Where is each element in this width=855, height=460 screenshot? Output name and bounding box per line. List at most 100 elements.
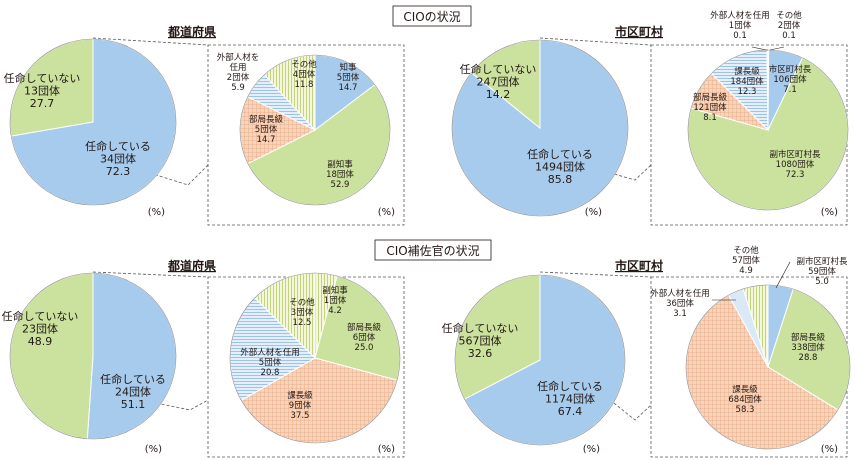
cio-muni-label: 市区町村 — [615, 24, 663, 39]
cio-muni-overall-label-appointed-line: 1494団体 — [535, 160, 585, 174]
deputy-muni-overall-label-appointed-line: 1174団体 — [545, 392, 595, 406]
deputy-muni-breakdown-label-section_chief-line: 58.3 — [736, 405, 755, 415]
cio-muni-breakdown-label-external-line: 1団体 — [729, 20, 752, 31]
cio-muni-breakdown-slice-other — [767, 49, 770, 131]
cio-pref-breakdown-label-governor-line: 5団体 — [337, 72, 360, 83]
cio-muni-breakdown-label-other-line: 2団体 — [778, 20, 801, 31]
cio-pref-overall-label-appointed: 任命している 34団体 72.3 — [85, 139, 151, 178]
cio-pref-breakdown-label-external-line: 5.9 — [231, 83, 245, 93]
cio-muni-overall-label-appointed-line: 85.8 — [548, 173, 573, 186]
cio-pref-label: 都道府県 — [167, 24, 216, 39]
cio-pref-breakdown-label-vice_governor: 副知事 18団体 52.9 — [326, 159, 354, 190]
cio-pref-breakdown-label-other-line: 11.8 — [295, 80, 314, 90]
cio-muni-breakdown-pie: 市区町村長 106団体 7.1 副市区町村長 1080団体 72.3 部局長級 121団体 8.… — [687, 10, 849, 218]
cio-muni-overall-label-not_appointed: 任命していない 247団体 14.2 — [460, 62, 537, 101]
deputy-muni-breakdown-label-external-line: 36団体 — [666, 298, 694, 309]
deputy-muni-breakdown-label-section_chief: 課長級 684団体 58.3 — [728, 384, 762, 415]
deputy-muni-overall-outline — [454, 274, 626, 446]
deputy-muni-breakdown-label-bureau_chief-line: 338団体 — [791, 342, 825, 353]
deputy-pref-breakdown-label-external-line: 5団体 — [259, 357, 282, 368]
deputy-pref-breakdown-label-other-line: その他 — [289, 297, 315, 308]
cio-muni-overall-pie: 任命している 1494団体 85.8 任命していない 247団体 14.2 (%) — [451, 39, 629, 218]
cio-pref-overall-label-not_appointed: 任命していない 13団体 27.7 — [4, 71, 81, 110]
deputy-pref-overall-outline — [9, 272, 177, 440]
deputy-muni-connector — [539, 271, 652, 421]
cio-muni-breakdown-label-bureau_chief-line: 121団体 — [693, 102, 727, 113]
cio-pref-breakdown-label-governor: 知事 5団体 14.7 — [337, 62, 360, 93]
deputy-muni-overall-label-not_appointed: 任命していない 567団体 32.6 — [442, 321, 519, 360]
cio-pref-breakdown-label-vice_governor-line: 18団体 — [326, 169, 354, 180]
deputy-pref-breakdown-label-other-line: 3団体 — [291, 307, 314, 318]
cio-pref-breakdown-outline — [239, 54, 391, 206]
cio-pref-breakdown-pie: 知事 5団体 14.7 副知事 18団体 52.9 部局長級 5団体 14.7 外部人材を任用 2団… — [217, 52, 395, 218]
deputy-pref-overall-label-not_appointed-line: 23団体 — [22, 322, 58, 336]
deputy-muni-breakdown-label-bureau_chief-line: 部局長級 — [791, 332, 826, 343]
cio-pref-overall-label-not_appointed-line: 27.7 — [30, 97, 55, 110]
deputy-pref-overall-slice-appointed — [86, 272, 177, 440]
cio-pref-breakdown-label-other-line: 4団体 — [293, 69, 316, 80]
cio-pref-breakdown-label-external: 外部人材を任用 2団体 5.9 — [217, 52, 260, 93]
cio-muni-overall-label-appointed: 任命している 1494団体 85.8 — [527, 147, 593, 186]
deputy-muni-breakdown-label-bureau_chief-line: 28.8 — [799, 353, 818, 363]
cio-muni-breakdown-label-bureau_chief-line: 部局長級 — [693, 92, 728, 103]
deputy-pref-breakdown-label-other-line: 12.5 — [293, 318, 312, 328]
deputy-muni-breakdown-label-other: その他 57団体 4.9 — [732, 245, 760, 276]
deputy-muni-breakdown-label-bureau_chief: 部局長級 338団体 28.8 — [791, 332, 826, 363]
deputy-muni-breakdown-label-other-line: その他 — [733, 245, 759, 256]
deputy-muni-breakdown-label-other-line: 4.9 — [739, 266, 753, 276]
cio-muni-overall-label-appointed-line: 任命している — [527, 147, 593, 161]
deputy-pref-breakdown-label-external-line: 20.8 — [261, 368, 280, 378]
deputy-muni-breakdown-label-vice_mayor: 副市区町村長 59団体 5.0 — [796, 256, 848, 287]
deputy-muni-leader-vice — [775, 261, 791, 289]
deputy-pref-breakdown-label-vice_governor: 副知事 1団体 4.2 — [322, 285, 348, 316]
cio-muni-breakdown-label-mayor: 市区町村長 106団体 7.1 — [769, 64, 812, 95]
cio-muni-breakdown-label-external-line: 0.1 — [733, 31, 747, 41]
deputy-muni-breakdown-label-external: 外部人材を任用 36団体 3.1 — [650, 288, 710, 319]
deputy-muni-breakdown-pie: 副市区町村長 59団体 5.0 部局長級 338団体 28.8 課長級 684団体 58.3 外部… — [650, 245, 851, 455]
cio-pref-breakdown-label-bureau_chief: 部局長級 5団体 14.7 — [249, 114, 284, 145]
deputy-pref-breakdown-label-vice_governor-line: 副知事 — [322, 285, 348, 296]
deputy-muni-overall-label-appointed-line: 67.4 — [558, 405, 583, 418]
cio-muni-overall-outline — [451, 39, 629, 217]
deputy-pref-overall-label-appointed-line: 24団体 — [115, 385, 151, 399]
dashed-frames — [92, 37, 848, 458]
cio-pref-breakdown-label-other-line: その他 — [291, 59, 317, 70]
deputy-muni-overall-pie: 任命している 1174団体 67.4 任命していない 567団体 32.6 (%) — [442, 274, 626, 455]
deputy-pref-breakdown-pie: 副知事 1団体 4.2 部局長級 6団体 25.0 課長級 9団体 37.5 外部人材を任用 5団体… — [229, 272, 401, 455]
deputy-pref-connector — [92, 271, 209, 411]
deputy-pref-breakdown-label-section_chief-line: 9団体 — [289, 400, 312, 411]
cio-section-title: CIOの状況 — [403, 9, 460, 24]
deputy-pref-breakdown-label-vice_governor-line: 1団体 — [324, 295, 347, 306]
deputy-muni-overall-label-appointed-line: 任命している — [537, 379, 603, 393]
deputy-pref-overall-label-appointed: 任命している 24団体 51.1 — [100, 372, 166, 411]
cio-muni-breakdown-label-bureau_chief: 部局長級 121団体 8.1 — [693, 92, 728, 123]
cio-muni-breakdown-label-other-line: その他 — [776, 10, 802, 21]
cio-pref-breakdown-label-governor-line: 知事 — [339, 62, 357, 73]
cio-pref-breakdown-label-external-line: 外部人材を — [217, 52, 260, 63]
deputy-pref-overall-label-not_appointed-line: 任命していない — [2, 309, 79, 323]
cio-muni-breakdown-label-section_chief-line: 184団体 — [730, 76, 764, 87]
cio-muni-breakdown-label-vice_mayor-line: 副市区町村長 — [769, 149, 821, 160]
deputy-muni-breakdown-outline — [685, 284, 851, 450]
cio-muni-breakdown-label-mayor-line: 市区町村長 — [769, 64, 812, 75]
cio-muni-breakdown-label-section_chief: 課長級 184団体 12.3 — [730, 66, 764, 97]
deputy-muni-label: 市区町村 — [615, 258, 663, 273]
cio-pref-overall-outline — [9, 38, 177, 206]
cio-pref-breakdown-label-governor-line: 14.7 — [339, 83, 358, 93]
deputy-pref-breakdown-label-section_chief: 課長級 9団体 37.5 — [287, 390, 313, 421]
deputy-muni-breakdown-label-vice_mayor-line: 59団体 — [808, 266, 836, 277]
cio-muni-overall-unit: (%) — [585, 207, 602, 218]
cio-muni-breakdown-label-bureau_chief-line: 8.1 — [703, 113, 717, 123]
cio-muni-breakdown-label-vice_mayor-line: 1080団体 — [776, 159, 815, 170]
deputy-pref-breakdown-label-external-line: 外部人材を任用 — [240, 347, 300, 358]
cio-pref-overall-label-appointed-line: 72.3 — [106, 165, 131, 178]
cio-pref-breakdown-label-external-line: 任用 — [229, 62, 246, 73]
cio-muni-breakdown-label-external: 外部人材を任用 1団体 0.1 — [710, 10, 770, 41]
deputy-pref-overall-label-not_appointed-line: 48.9 — [28, 335, 53, 348]
cio-pref-overall-label-appointed-line: 任命している — [85, 139, 151, 153]
cio-pref-breakdown-unit: (%) — [378, 207, 395, 218]
cio-muni-breakdown-label-section_chief-line: 課長級 — [734, 66, 760, 77]
cio-muni-overall-label-not_appointed-line: 247団体 — [477, 75, 520, 89]
deputy-pref-overall-unit: (%) — [145, 444, 162, 455]
